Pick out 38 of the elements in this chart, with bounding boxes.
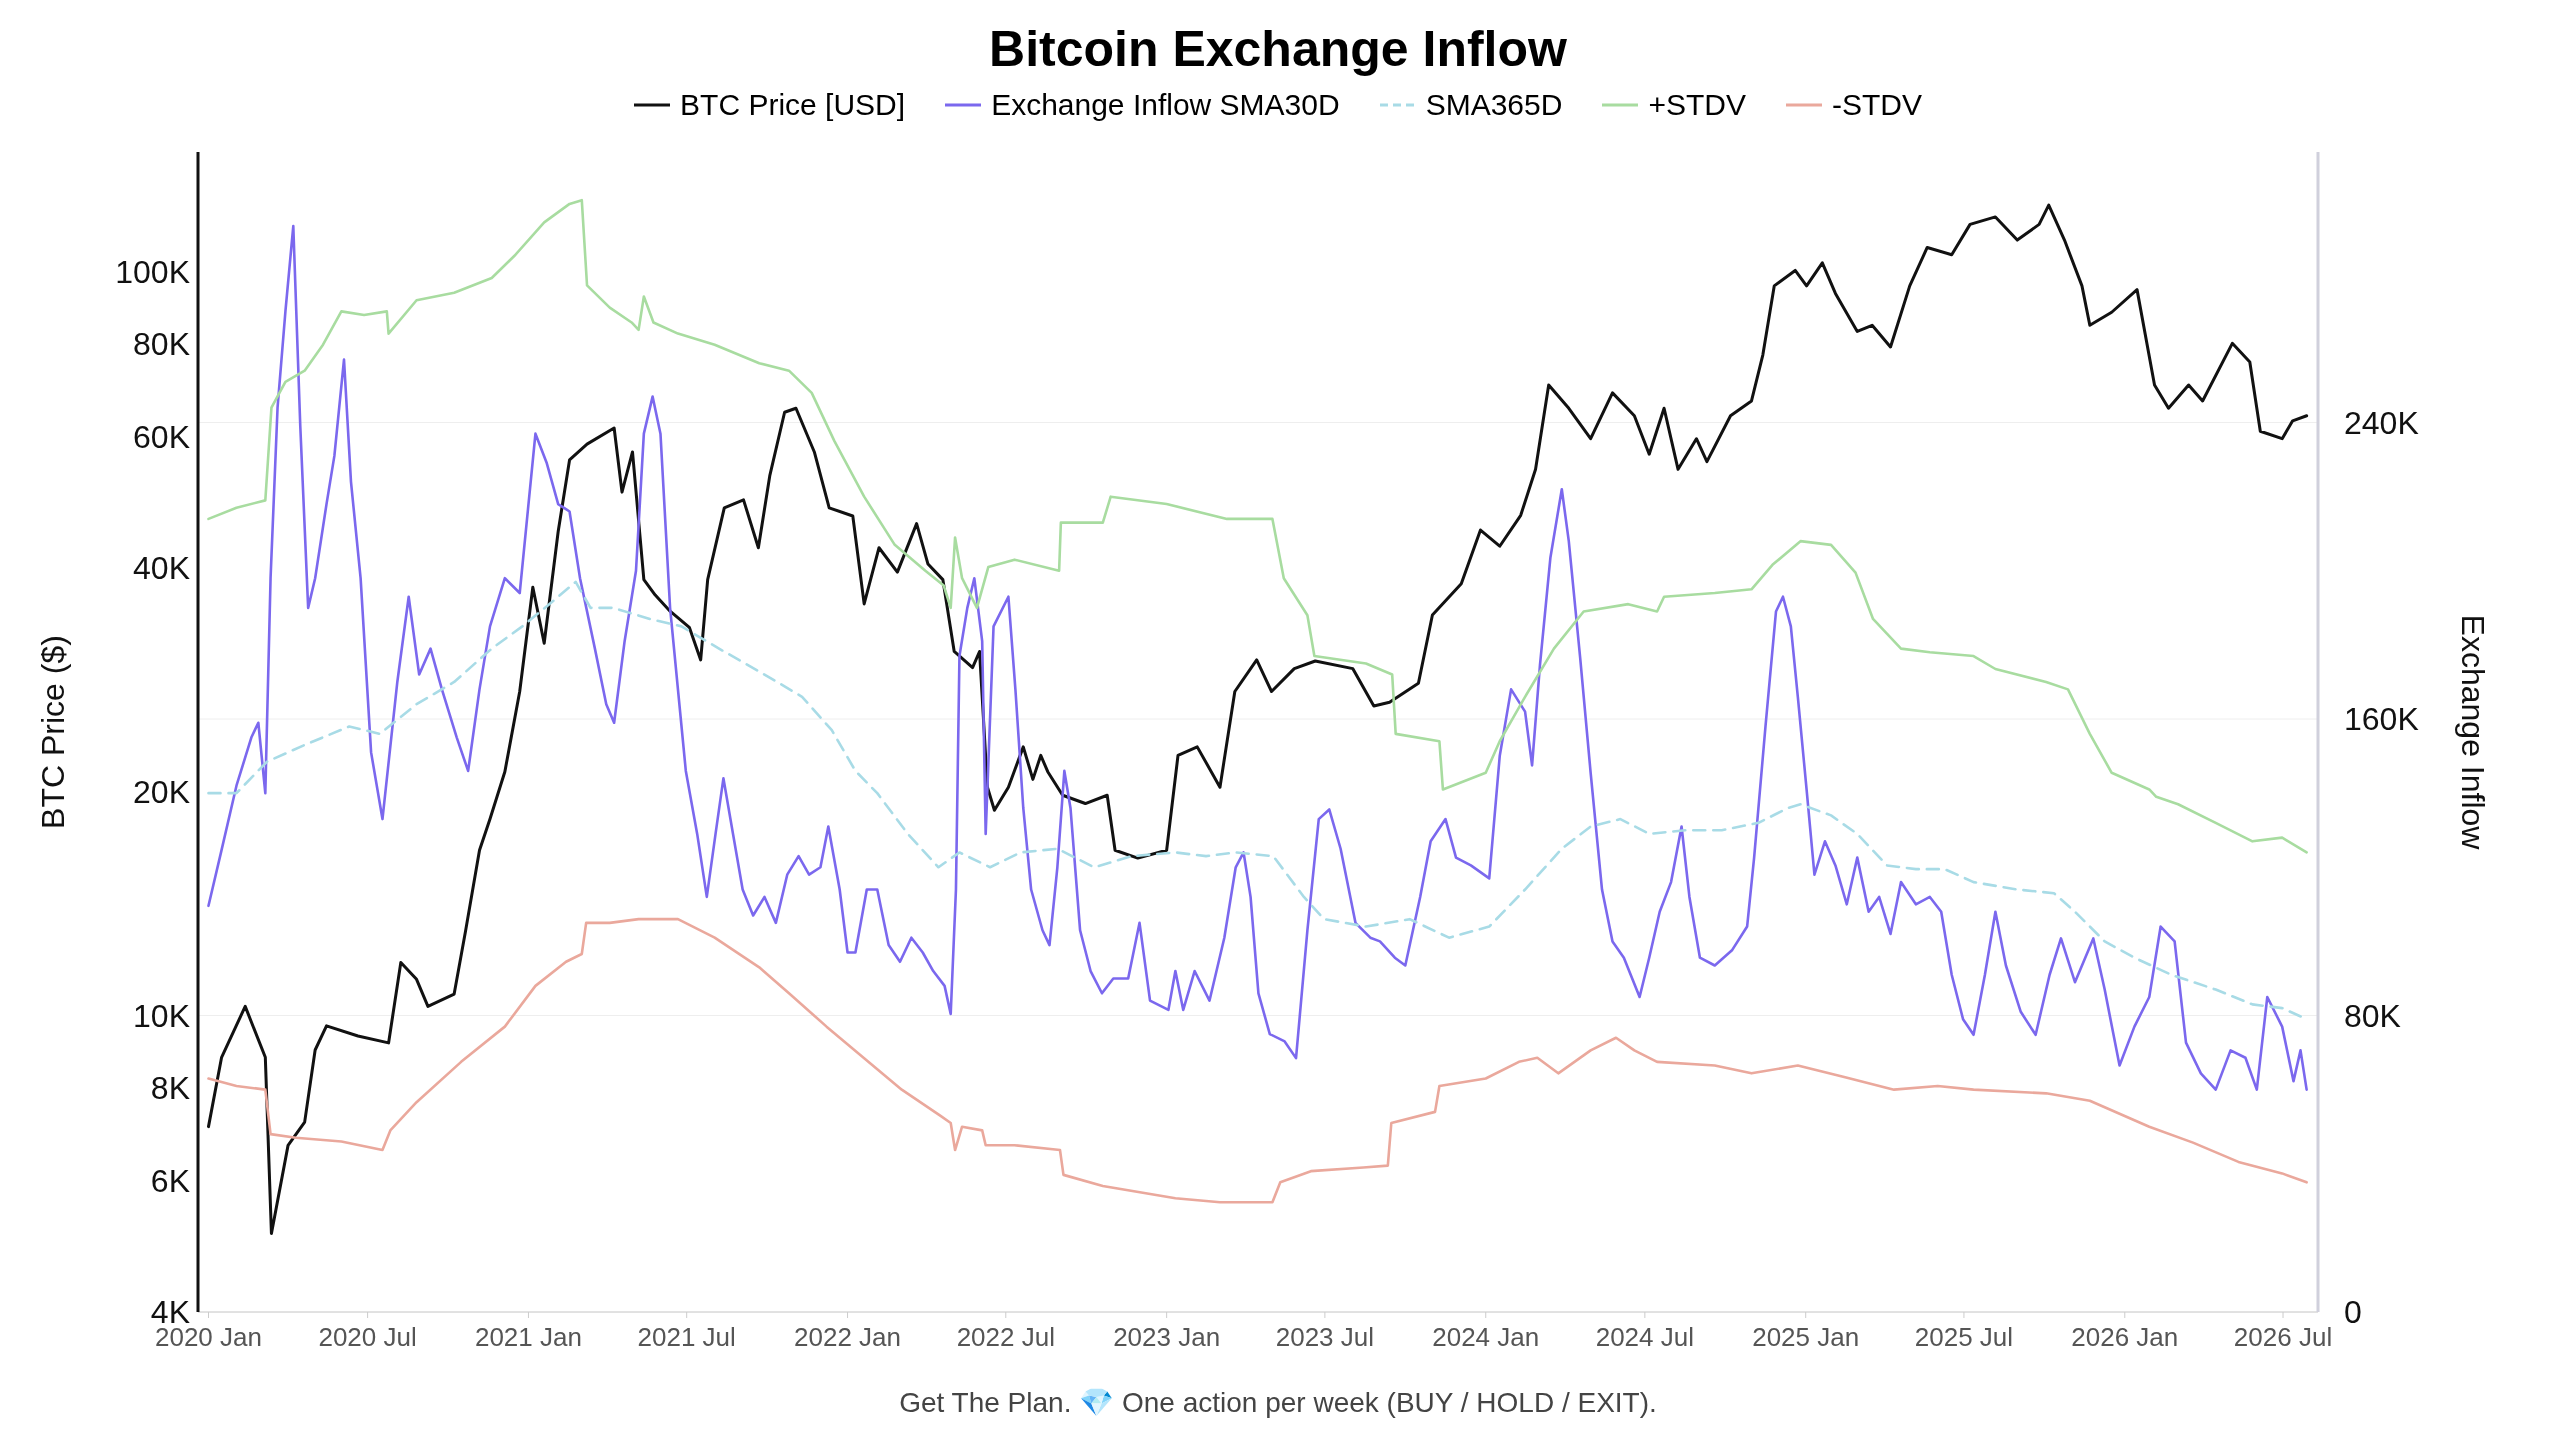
x-tick-label: 2020 Jul bbox=[318, 1322, 417, 1353]
y-tick-label: 40K bbox=[133, 550, 190, 587]
y-axis-title: BTC Price ($) bbox=[35, 635, 72, 829]
legend-label: SMA365D bbox=[1425, 88, 1563, 122]
x-tick-label: 2021 Jan bbox=[474, 1322, 582, 1353]
y-tick-label: 60K bbox=[133, 419, 190, 456]
line-series bbox=[207, 224, 2308, 1091]
chart-title: Bitcoin Exchange Inflow bbox=[988, 20, 1568, 78]
y-tick-label: 20K bbox=[133, 774, 190, 811]
legend-label: Exchange Inflow SMA30D bbox=[991, 88, 1340, 122]
y-tick-label: 100K bbox=[115, 254, 190, 291]
x-tick-label: 2023 Jul bbox=[1275, 1322, 1375, 1353]
line-series bbox=[207, 198, 2308, 854]
x-tick-label: 2025 Jan bbox=[1752, 1322, 1860, 1353]
x-tick-label: 2022 Jul bbox=[956, 1322, 1055, 1353]
line-series bbox=[207, 917, 2308, 1204]
y2-axis-title: Exchange Inflow bbox=[2454, 614, 2491, 851]
legend-label: BTC Price [USD] bbox=[680, 88, 906, 122]
text: Get The Plan. 💎 One action per week (BUY / HOLD / EXIT). bbox=[898, 1386, 1658, 1419]
x-tick-label: 2026 Jan bbox=[2071, 1322, 2179, 1353]
x-tick-label: 2023 Jan bbox=[1113, 1322, 1221, 1353]
x-tick-label: 2022 Jan bbox=[794, 1322, 902, 1353]
x-tick-label: 2026 Jul bbox=[2233, 1322, 2333, 1353]
y2-tick-label: 240K bbox=[2344, 404, 2419, 441]
x-tick-label: 2025 Jul bbox=[1914, 1322, 2014, 1353]
legend-label: -STDV bbox=[1831, 88, 1922, 122]
y-tick-label: 6K bbox=[150, 1163, 190, 1200]
y-tick-label: 10K bbox=[133, 998, 190, 1035]
x-tick-label: 2024 Jan bbox=[1432, 1322, 1540, 1353]
x-tick-label: 2024 Jul bbox=[1595, 1322, 1694, 1353]
legend-label: +STDV bbox=[1648, 88, 1746, 122]
y-tick-label: 80K bbox=[133, 326, 190, 363]
y-tick-label: 8K bbox=[150, 1070, 190, 1107]
x-tick-label: 2021 Jul bbox=[637, 1322, 736, 1353]
y2-tick-label: 160K bbox=[2344, 701, 2419, 738]
y2-tick-label: 0 bbox=[2344, 1294, 2362, 1331]
y2-tick-label: 80K bbox=[2344, 997, 2401, 1034]
line-series bbox=[206, 203, 2309, 1236]
